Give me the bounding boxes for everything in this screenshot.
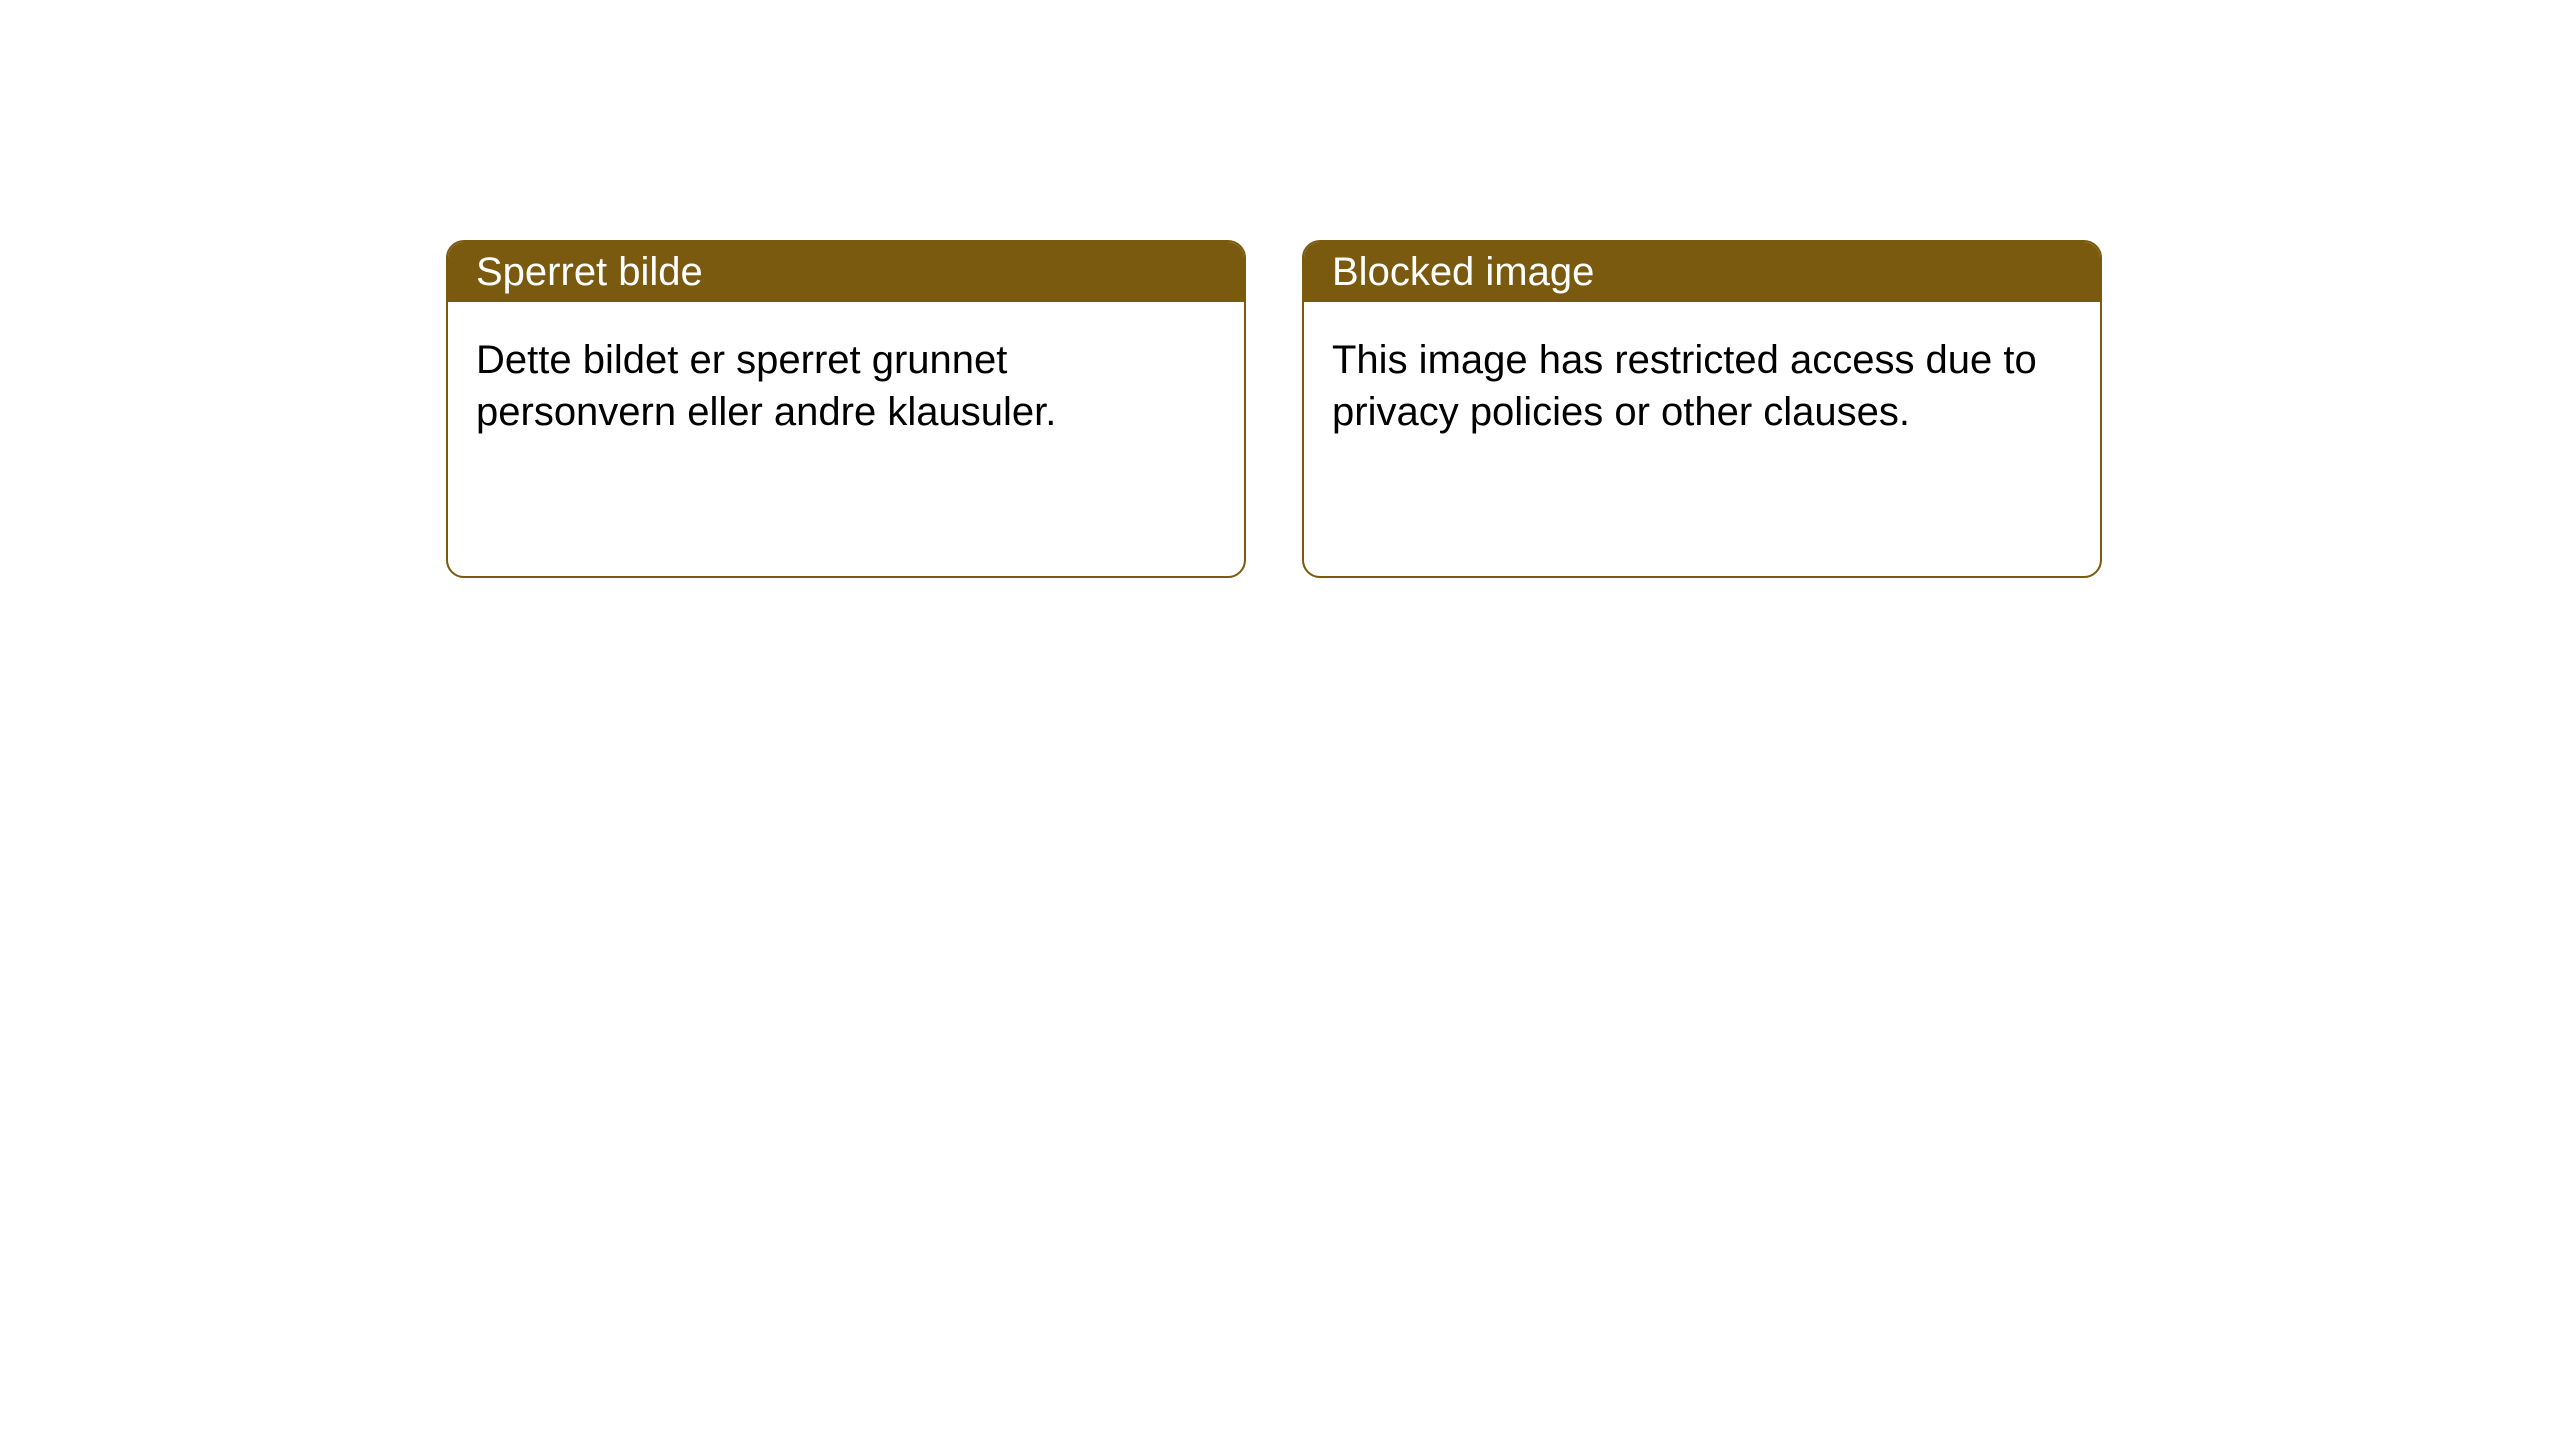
notice-body: This image has restricted access due to … [1304,302,2100,470]
notice-header: Sperret bilde [448,242,1244,302]
notice-card-english: Blocked image This image has restricted … [1302,240,2102,578]
notice-container: Sperret bilde Dette bildet er sperret gr… [0,0,2560,578]
notice-card-norwegian: Sperret bilde Dette bildet er sperret gr… [446,240,1246,578]
notice-body: Dette bildet er sperret grunnet personve… [448,302,1244,470]
notice-body-text: This image has restricted access due to … [1332,338,2037,434]
notice-body-text: Dette bildet er sperret grunnet personve… [476,338,1056,434]
notice-header: Blocked image [1304,242,2100,302]
notice-title: Blocked image [1332,250,1594,295]
notice-title: Sperret bilde [476,250,703,295]
